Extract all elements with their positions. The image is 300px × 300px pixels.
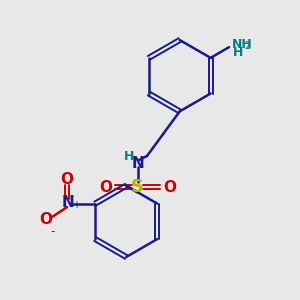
Text: N: N — [62, 195, 75, 210]
Text: O: O — [163, 180, 176, 195]
Text: O: O — [99, 180, 112, 195]
Text: 2: 2 — [244, 41, 250, 51]
Text: -: - — [50, 225, 55, 238]
Text: +: + — [72, 200, 80, 210]
Text: NH: NH — [231, 38, 252, 51]
Text: H: H — [233, 46, 243, 59]
Text: O: O — [39, 212, 52, 227]
Text: S: S — [131, 178, 144, 196]
Text: O: O — [61, 172, 74, 187]
Text: H: H — [123, 150, 134, 163]
Text: N: N — [131, 156, 144, 171]
